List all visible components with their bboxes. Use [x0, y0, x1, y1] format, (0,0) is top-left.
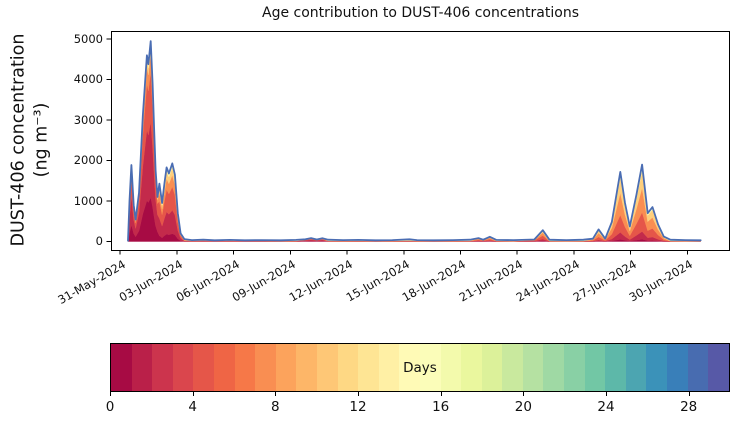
- colorbar-tick-mark: [523, 392, 525, 396]
- y-tick-label: 4000: [73, 72, 103, 87]
- y-tick-label: 1000: [73, 193, 103, 208]
- y-tick-label: 2000: [73, 153, 103, 168]
- colorbar-tick-label: 16: [432, 399, 450, 415]
- colorbar-segment: [564, 344, 585, 391]
- colorbar-tick-label: 8: [271, 399, 280, 415]
- colorbar-tick-label: 24: [597, 399, 615, 415]
- y-tick-label: 3000: [73, 112, 103, 127]
- colorbar-segment: [605, 344, 626, 391]
- colorbar-tick-label: 28: [680, 399, 698, 415]
- colorbar-segment: [172, 344, 194, 391]
- colorbar-segment: [708, 344, 729, 391]
- colorbar-tick-mark: [110, 392, 111, 396]
- colorbar-segment: [584, 344, 606, 391]
- colorbar-tick-mark: [275, 392, 277, 396]
- colorbar-segment: [131, 344, 153, 391]
- colorbar-segment: [296, 344, 317, 391]
- colorbar-segment: [502, 344, 523, 391]
- colorbar-segment: [275, 344, 297, 391]
- colorbar-segment: [625, 344, 647, 391]
- colorbar-tick-mark: [358, 392, 359, 396]
- colorbar-segment: [255, 344, 276, 391]
- colorbar: Days 0 4 8 12 16 20 24 28: [106, 343, 730, 423]
- colorbar-tick-mark: [440, 392, 442, 396]
- y-tick-label: 5000: [73, 31, 103, 46]
- colorbar-gradient: [110, 343, 730, 392]
- plot-frame: [111, 31, 730, 251]
- colorbar-segment: [419, 344, 441, 391]
- colorbar-segment: [399, 344, 420, 391]
- colorbar-segment: [152, 344, 173, 391]
- colorbar-segment: [481, 344, 503, 391]
- stacked-area-plot: [106, 31, 730, 255]
- colorbar-tick-label: 12: [349, 399, 367, 415]
- colorbar-segment: [213, 344, 235, 391]
- area-layer-age-4: [127, 45, 701, 242]
- colorbar-tick-mark: [606, 392, 607, 396]
- colorbar-segment: [378, 344, 400, 391]
- colorbar-tick-mark: [688, 392, 690, 396]
- chart-title: Age contribution to DUST-406 concentrati…: [262, 5, 579, 21]
- colorbar-segment: [316, 344, 338, 391]
- colorbar-segment: [193, 344, 214, 391]
- colorbar-tick-mark: [192, 392, 194, 396]
- colorbar-segment: [234, 344, 256, 391]
- colorbar-segment: [111, 344, 132, 391]
- colorbar-tick-label: 0: [105, 399, 115, 415]
- total-concentration-line: [127, 40, 702, 242]
- colorbar-segment: [543, 344, 565, 391]
- colorbar-segment: [337, 344, 359, 391]
- colorbar-tick-label: 20: [514, 399, 532, 415]
- colorbar-segment: [440, 344, 462, 391]
- colorbar-tick-label: 4: [188, 399, 197, 415]
- colorbar-segment: [687, 344, 709, 391]
- colorbar-segment: [667, 344, 688, 391]
- colorbar-segment: [461, 344, 482, 391]
- y-tick-label: 0: [95, 233, 103, 248]
- colorbar-segment: [646, 344, 668, 391]
- colorbar-segment: [358, 344, 379, 391]
- colorbar-segment: [522, 344, 544, 391]
